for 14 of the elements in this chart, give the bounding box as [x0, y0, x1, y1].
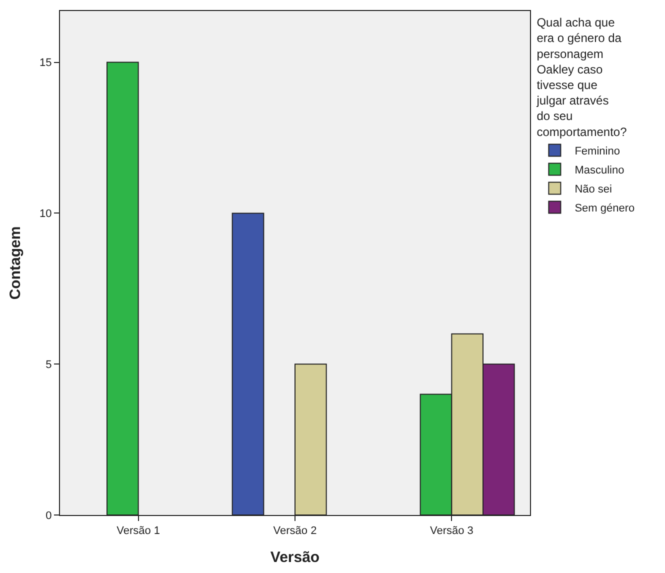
legend-label: Feminino [574, 146, 620, 158]
y-tick-label: 0 [46, 510, 52, 522]
x-axis-title: Versão [270, 549, 320, 566]
y-axis-title: Contagem [6, 226, 24, 300]
x-tick-label: Versão 2 [273, 525, 317, 538]
x-tick-label: Versão 3 [430, 525, 474, 538]
legend-label: Masculino [574, 164, 624, 177]
y-tick-label: 10 [40, 208, 52, 220]
legend-label: Não sei [574, 184, 612, 196]
legend-label: Sem género [574, 202, 635, 215]
y-tick-label: 15 [40, 57, 52, 70]
legend-title: Qual acha que era o género da personagem Oakley caso tivesse que julgar através do seu comportamento? [536, 16, 628, 139]
x-tick-label: Versão 1 [116, 525, 160, 538]
y-tick-label: 5 [46, 358, 52, 371]
